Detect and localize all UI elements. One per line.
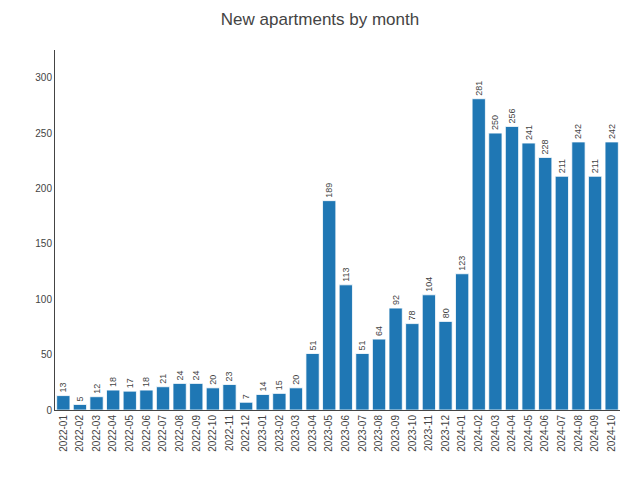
svg-text:64: 64 <box>374 326 384 336</box>
svg-text:200: 200 <box>35 183 52 194</box>
svg-text:241: 241 <box>524 125 534 140</box>
svg-text:24: 24 <box>191 370 201 380</box>
svg-text:2024-05: 2024-05 <box>523 415 534 452</box>
svg-text:2022-06: 2022-06 <box>141 415 152 452</box>
svg-text:New apartments by month: New apartments by month <box>221 10 419 29</box>
svg-text:2024-01: 2024-01 <box>456 415 467 452</box>
svg-text:2022-05: 2022-05 <box>124 415 135 452</box>
svg-text:2022-09: 2022-09 <box>191 415 202 452</box>
svg-text:113: 113 <box>341 267 351 281</box>
svg-text:21: 21 <box>158 374 168 384</box>
svg-text:2023-07: 2023-07 <box>357 415 368 452</box>
svg-text:5: 5 <box>75 396 85 401</box>
svg-text:2022-02: 2022-02 <box>74 415 85 452</box>
svg-text:78: 78 <box>407 311 417 321</box>
svg-text:100: 100 <box>35 294 52 305</box>
svg-text:15: 15 <box>274 380 284 390</box>
svg-text:51: 51 <box>308 340 318 350</box>
svg-text:2024-09: 2024-09 <box>589 415 600 452</box>
svg-text:2024-04: 2024-04 <box>506 415 517 452</box>
svg-text:2022-07: 2022-07 <box>157 415 168 452</box>
svg-text:2023-11: 2023-11 <box>423 415 434 451</box>
svg-text:256: 256 <box>507 108 517 123</box>
svg-text:242: 242 <box>573 124 583 139</box>
svg-text:2022-11: 2022-11 <box>224 415 235 451</box>
svg-text:2022-10: 2022-10 <box>207 415 218 452</box>
svg-text:50: 50 <box>41 349 53 360</box>
svg-text:18: 18 <box>108 377 118 387</box>
svg-text:211: 211 <box>590 159 600 173</box>
svg-text:2024-02: 2024-02 <box>473 415 484 452</box>
svg-text:2022-08: 2022-08 <box>174 415 185 452</box>
svg-text:18: 18 <box>141 377 151 387</box>
svg-text:13: 13 <box>58 383 68 393</box>
svg-text:104: 104 <box>424 277 434 292</box>
svg-text:12: 12 <box>92 384 102 394</box>
svg-text:2023-05: 2023-05 <box>323 415 334 452</box>
svg-text:0: 0 <box>46 405 52 416</box>
svg-text:7: 7 <box>241 394 251 399</box>
svg-text:242: 242 <box>607 124 617 139</box>
svg-text:2023-04: 2023-04 <box>307 415 318 452</box>
svg-text:2022-12: 2022-12 <box>240 415 251 452</box>
svg-text:80: 80 <box>441 308 451 318</box>
svg-text:2024-10: 2024-10 <box>606 415 617 452</box>
svg-text:92: 92 <box>391 295 401 305</box>
svg-text:2022-03: 2022-03 <box>91 415 102 452</box>
svg-text:281: 281 <box>474 81 484 96</box>
svg-text:250: 250 <box>490 115 500 130</box>
svg-text:14: 14 <box>258 381 268 391</box>
svg-text:228: 228 <box>540 139 550 154</box>
svg-text:211: 211 <box>557 159 567 173</box>
svg-text:23: 23 <box>224 372 234 382</box>
svg-text:2023-10: 2023-10 <box>407 415 418 452</box>
svg-text:2024-06: 2024-06 <box>539 415 550 452</box>
svg-text:2023-09: 2023-09 <box>390 415 401 452</box>
svg-text:24: 24 <box>175 370 185 380</box>
svg-text:2024-03: 2024-03 <box>490 415 501 452</box>
svg-text:17: 17 <box>125 378 135 388</box>
svg-text:123: 123 <box>457 256 467 271</box>
svg-text:300: 300 <box>35 72 52 83</box>
svg-text:2023-03: 2023-03 <box>290 415 301 452</box>
svg-text:189: 189 <box>324 183 334 198</box>
svg-text:2023-01: 2023-01 <box>257 415 268 452</box>
svg-text:2022-01: 2022-01 <box>58 415 69 452</box>
svg-text:150: 150 <box>35 238 52 249</box>
svg-text:250: 250 <box>35 128 52 139</box>
svg-text:2024-07: 2024-07 <box>556 415 567 452</box>
svg-text:51: 51 <box>357 340 367 350</box>
svg-text:20: 20 <box>208 375 218 385</box>
svg-text:20: 20 <box>291 375 301 385</box>
svg-text:2024-08: 2024-08 <box>573 415 584 452</box>
svg-text:2023-02: 2023-02 <box>274 415 285 452</box>
svg-text:2023-08: 2023-08 <box>373 415 384 452</box>
svg-text:2023-12: 2023-12 <box>440 415 451 452</box>
svg-text:2023-06: 2023-06 <box>340 415 351 452</box>
svg-text:2022-04: 2022-04 <box>107 415 118 452</box>
